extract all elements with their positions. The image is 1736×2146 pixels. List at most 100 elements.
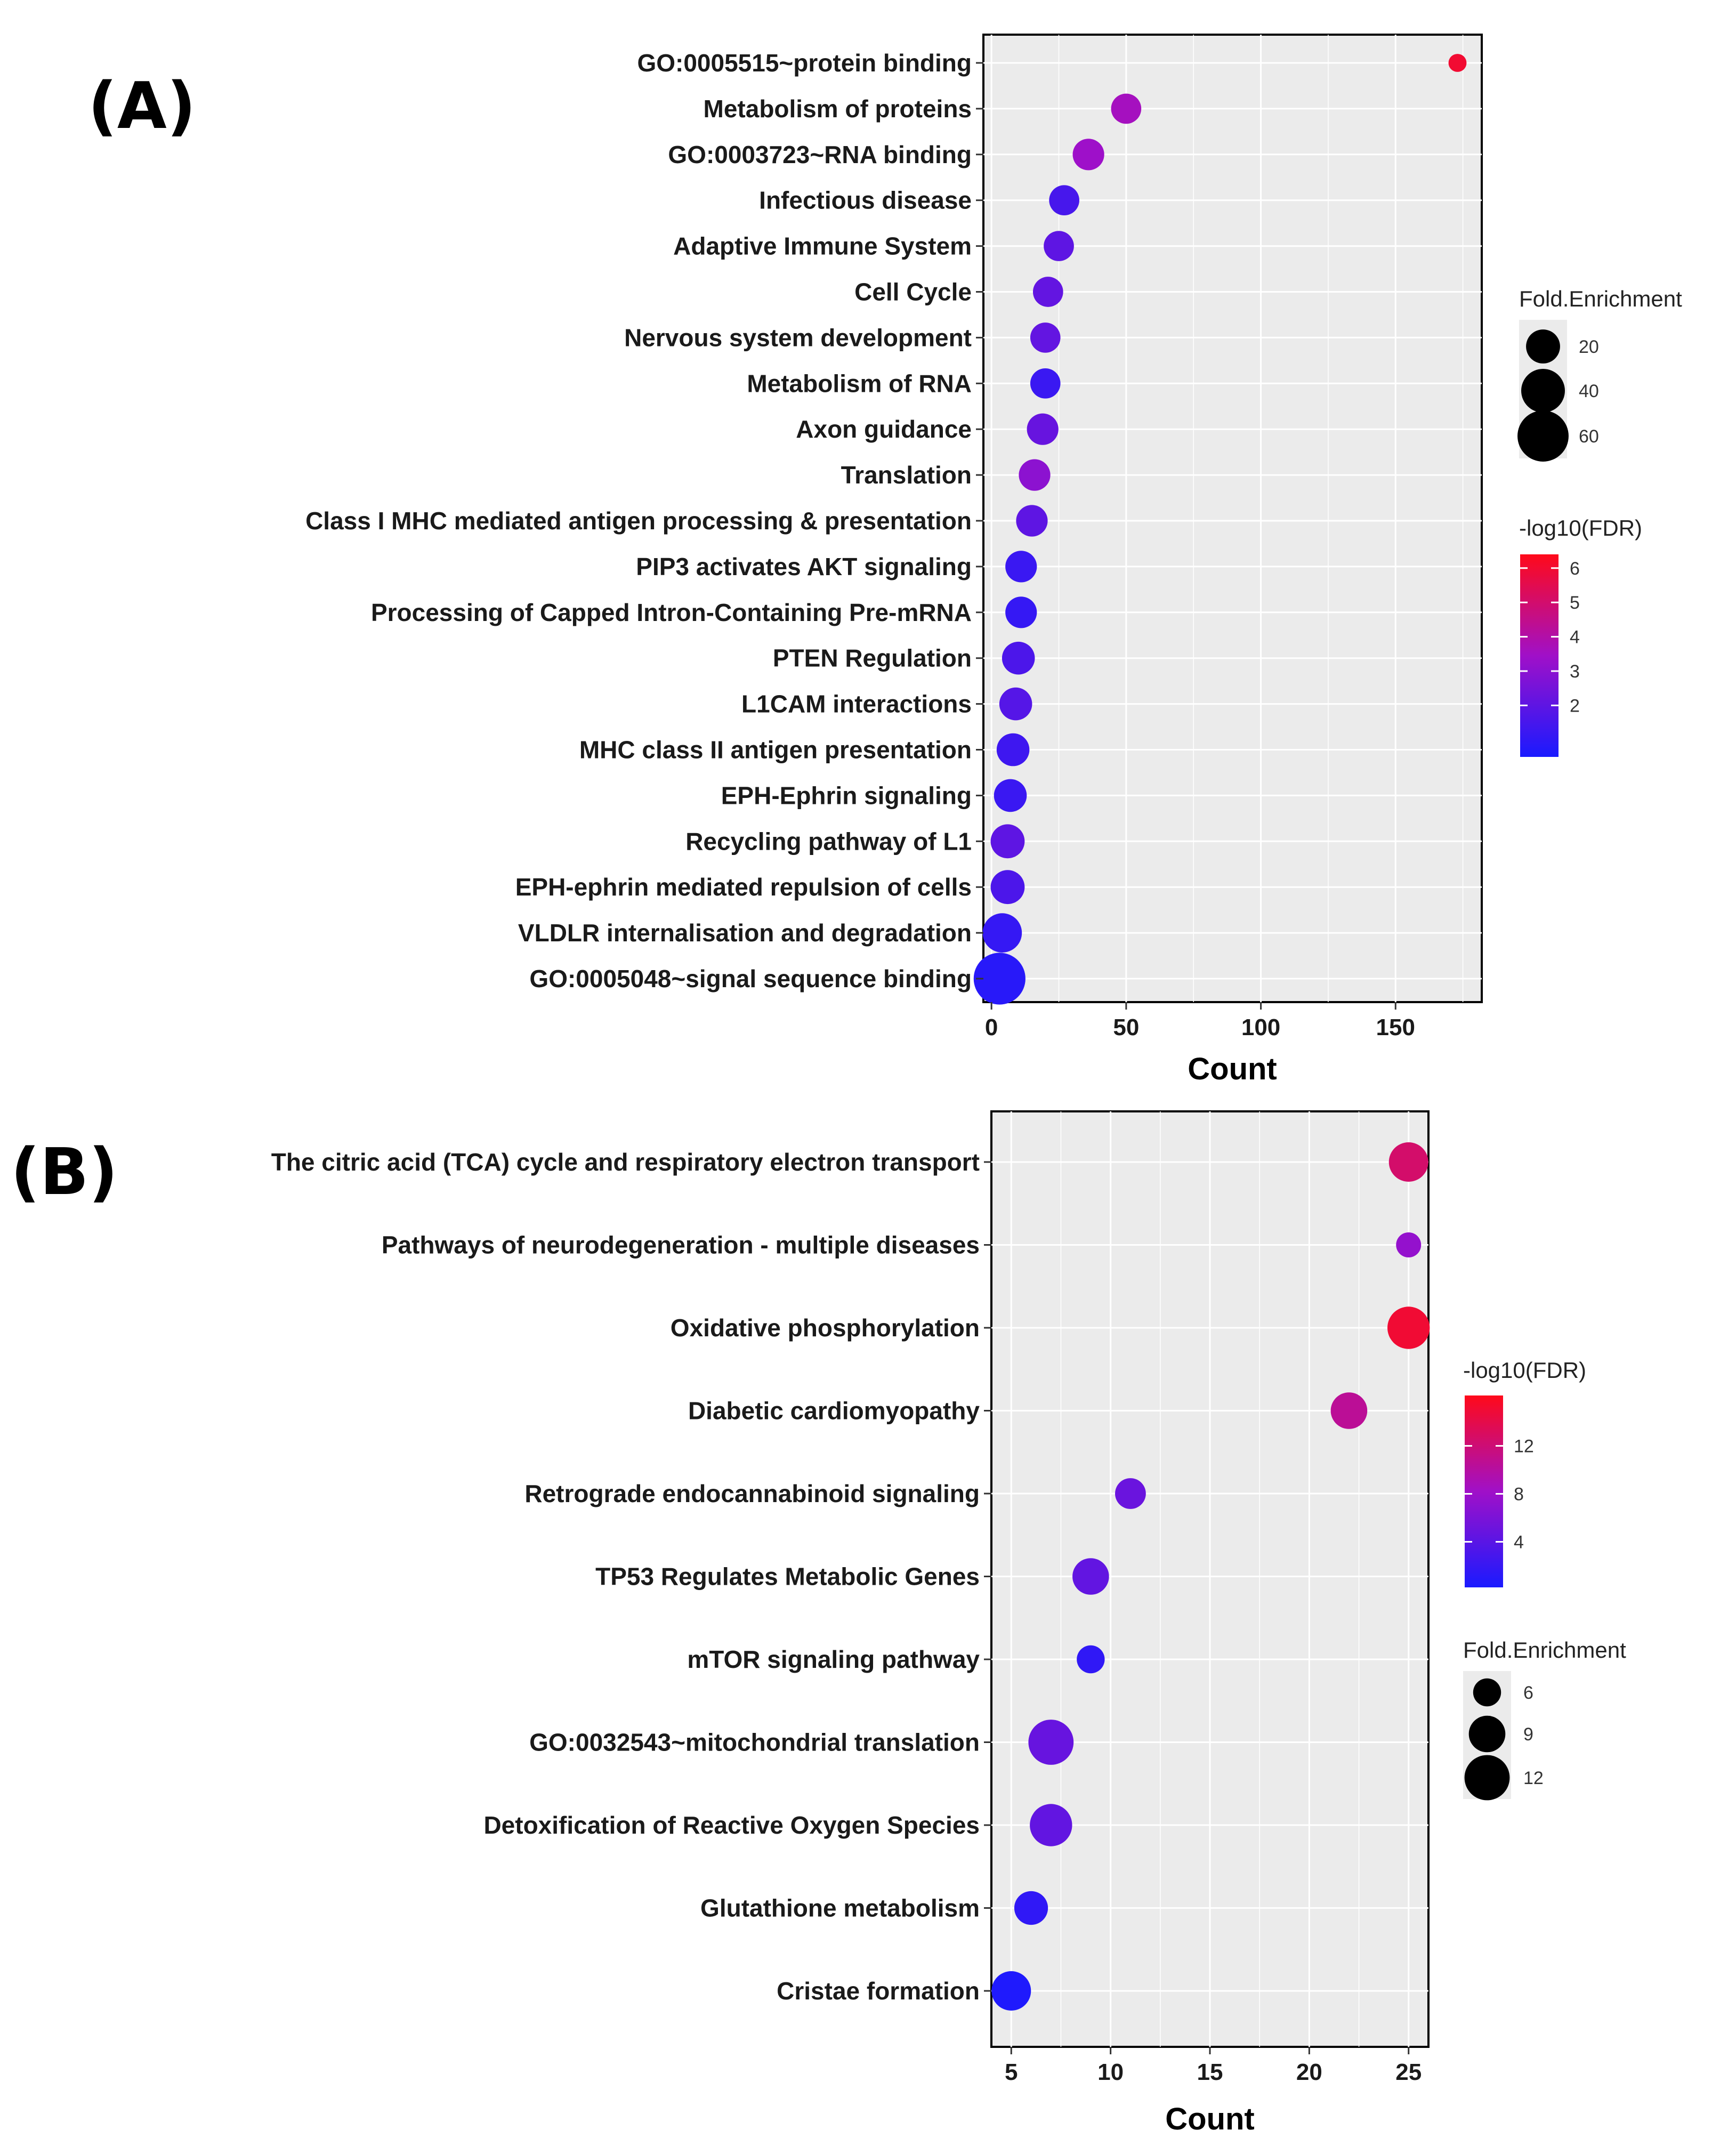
chart-b: The citric acid (TCA) cycle and respirat… — [271, 1110, 1626, 2136]
chart-b-points — [991, 1142, 1430, 2011]
size-key-dot — [1521, 369, 1565, 413]
size-key-label: 60 — [1579, 426, 1599, 447]
x-tick-label: 15 — [1197, 2059, 1223, 2085]
category-label: Class I MHC mediated antigen processing … — [305, 507, 972, 535]
chart-a-size-legend-title: Fold.Enrichment — [1519, 286, 1682, 311]
x-tick-label: 150 — [1376, 1014, 1415, 1040]
chart-b-size-keys: 6 9 12 — [1464, 1678, 1544, 1801]
data-point — [1396, 1232, 1422, 1257]
chart-a-x-ticks: 0 50 100 150 — [985, 1002, 1415, 1040]
color-tick-label: 5 — [1570, 593, 1580, 613]
data-point — [990, 870, 1025, 905]
data-point — [1032, 277, 1063, 307]
category-label: Metabolism of proteins — [704, 95, 972, 123]
data-point — [996, 733, 1030, 767]
panel-b-label: (B) — [11, 1135, 118, 1209]
category-label: Cell Cycle — [854, 278, 972, 306]
chart-b-size-legend: Fold.Enrichment 6 9 12 — [1463, 1637, 1626, 1801]
chart-b-size-legend-title: Fold.Enrichment — [1463, 1637, 1626, 1663]
data-point — [1115, 1478, 1146, 1509]
data-point — [1077, 1645, 1105, 1674]
chart-a-color-legend-title: -log10(FDR) — [1519, 515, 1642, 540]
chart-a-x-axis-title: Count — [1188, 1052, 1277, 1086]
category-label: Recycling pathway of L1 — [685, 827, 972, 855]
category-label: L1CAM interactions — [741, 690, 972, 718]
category-label: Adaptive Immune System — [673, 232, 972, 260]
category-label: PTEN Regulation — [773, 644, 972, 672]
chart-a-size-legend: Fold.Enrichment 20 40 60 — [1517, 286, 1682, 462]
category-label: Oxidative phosphorylation — [671, 1314, 980, 1342]
x-tick-label: 50 — [1113, 1014, 1139, 1040]
data-point — [1387, 1306, 1430, 1349]
category-label: GO:0032543~mitochondrial translation — [529, 1729, 980, 1756]
category-label: Translation — [841, 461, 972, 489]
data-point — [990, 824, 1025, 859]
category-label: mTOR signaling pathway — [687, 1645, 980, 1673]
data-point — [1005, 596, 1037, 628]
category-label: VLDLR internalisation and degradation — [518, 919, 972, 947]
chart-a-plot-area — [982, 34, 1483, 1003]
category-label: Retrograde endocannabinoid signaling — [524, 1480, 980, 1507]
color-tick-label: 12 — [1514, 1437, 1534, 1457]
color-tick-label: 4 — [1514, 1532, 1524, 1553]
chart-a-points — [973, 54, 1467, 1005]
category-label: PIP3 activates AKT signaling — [636, 553, 972, 580]
data-point — [1072, 139, 1104, 171]
data-point — [1049, 185, 1079, 216]
data-point — [982, 913, 1022, 953]
data-point — [1027, 413, 1059, 445]
category-label: GO:0005048~signal sequence binding — [529, 965, 972, 993]
size-key-dot — [1473, 1678, 1501, 1707]
color-tick-label: 8 — [1514, 1485, 1524, 1505]
color-tick-label: 6 — [1570, 559, 1580, 579]
category-label: MHC class II antigen presentation — [579, 736, 972, 764]
data-point — [1019, 459, 1051, 491]
data-point — [999, 687, 1032, 721]
data-point — [994, 779, 1027, 812]
x-tick-label: 25 — [1395, 2059, 1422, 2085]
category-label: TP53 Regulates Metabolic Genes — [595, 1563, 980, 1591]
x-tick-label: 100 — [1241, 1014, 1280, 1040]
data-point — [1030, 1804, 1072, 1846]
data-point — [1028, 1720, 1074, 1765]
color-tick-label: 4 — [1570, 627, 1580, 648]
category-label: Processing of Capped Intron-Containing P… — [371, 599, 972, 626]
color-tick-label: 2 — [1570, 696, 1580, 716]
category-label: EPH-ephrin mediated repulsion of cells — [515, 873, 972, 901]
chart-b-color-ticks: 12 8 4 — [1465, 1437, 1534, 1553]
color-tick-label: 3 — [1570, 661, 1580, 682]
category-label: Nervous system development — [624, 324, 972, 351]
data-point — [973, 953, 1026, 1005]
category-label: GO:0003723~RNA binding — [668, 141, 972, 168]
chart-a-color-legend: -log10(FDR) 6 5 4 3 2 — [1519, 515, 1642, 757]
data-point — [1388, 1142, 1428, 1182]
size-key-label: 12 — [1523, 1768, 1544, 1788]
size-key-dot — [1468, 1715, 1506, 1753]
category-label: Glutathione metabolism — [700, 1894, 980, 1922]
chart-b-x-ticks: 5 10 15 20 25 — [1005, 2047, 1422, 2085]
category-label: EPH-Ephrin signaling — [721, 781, 972, 809]
data-point — [1330, 1392, 1368, 1429]
chart-a-size-keys: 20 40 60 — [1517, 329, 1599, 462]
panel-a-label: (A) — [88, 69, 196, 143]
data-point — [1030, 368, 1061, 399]
data-point — [991, 1971, 1031, 2011]
size-key-label: 20 — [1579, 337, 1599, 357]
category-label: GO:0005515~protein binding — [637, 49, 972, 77]
category-label: Metabolism of RNA — [747, 369, 972, 397]
chart-b-category-labels: The citric acid (TCA) cycle and respirat… — [271, 1148, 991, 2005]
data-point — [1014, 1891, 1048, 1925]
data-point — [1002, 641, 1035, 675]
category-label: Axon guidance — [796, 415, 972, 443]
x-tick-label: 0 — [985, 1014, 998, 1040]
category-label: Diabetic cardiomyopathy — [688, 1397, 980, 1425]
chart-a: GO:0005515~protein binding Metabolism of … — [305, 34, 1682, 1086]
size-key-label: 40 — [1579, 381, 1599, 401]
data-point — [1016, 505, 1048, 537]
chart-b-color-legend-title: -log10(FDR) — [1463, 1358, 1586, 1383]
size-key-label: 6 — [1523, 1683, 1533, 1703]
category-label: Cristae formation — [777, 1977, 980, 2005]
size-key-dot — [1526, 329, 1560, 364]
category-label: Infectious disease — [759, 187, 972, 214]
